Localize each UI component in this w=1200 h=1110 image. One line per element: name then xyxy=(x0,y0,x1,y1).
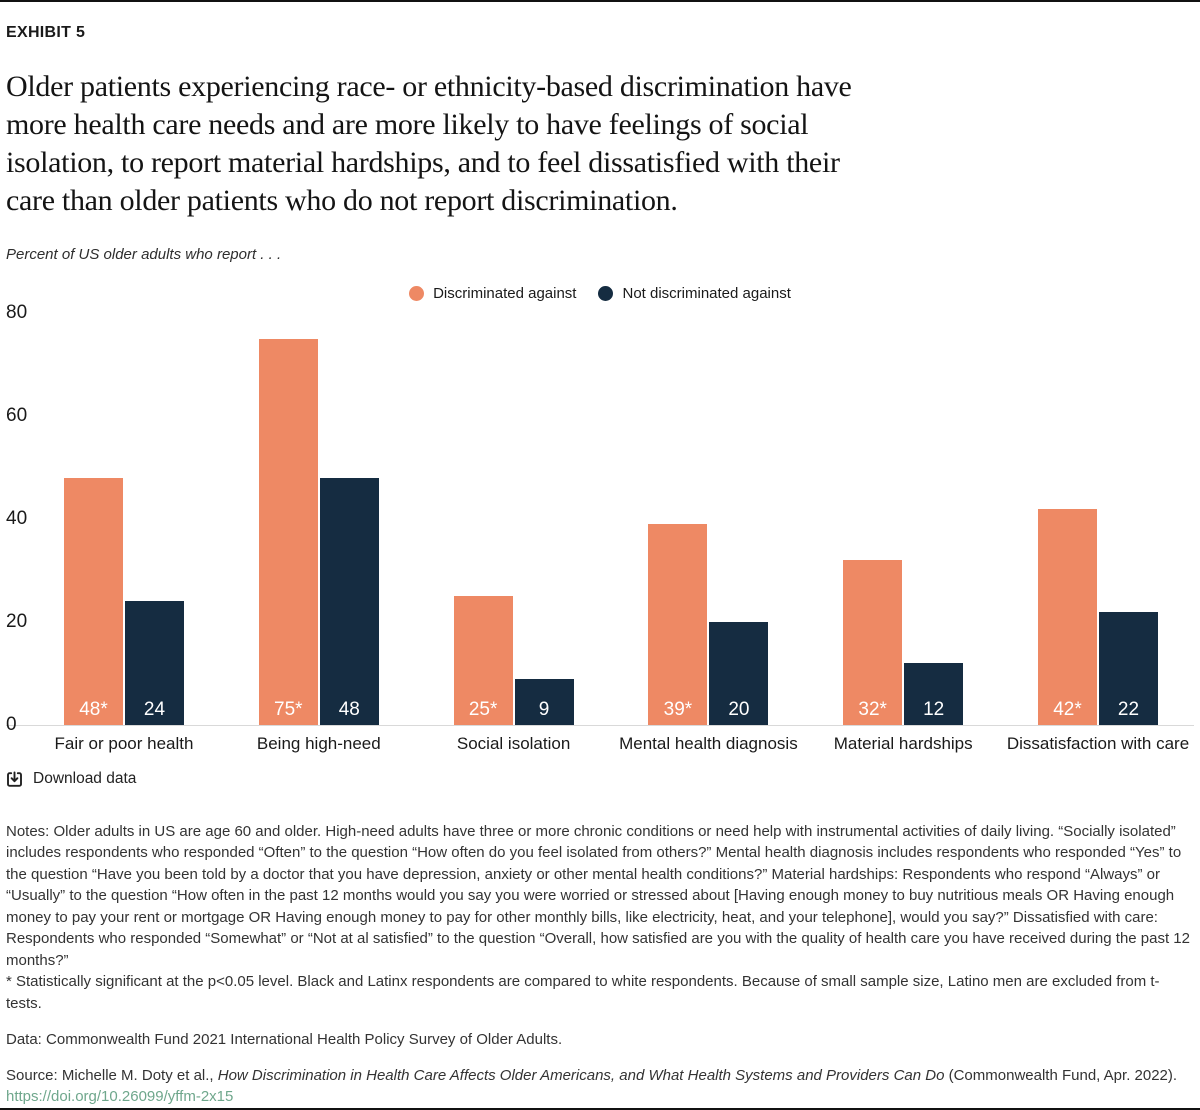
category-label: Social isolation xyxy=(456,734,571,753)
bar-discriminated: 75* xyxy=(258,338,318,725)
bar-not-discriminated: 48 xyxy=(319,477,379,725)
source-line: Source: Michelle M. Doty et al., How Dis… xyxy=(6,1065,1194,1086)
bar-value-label: 48* xyxy=(79,699,108,720)
bar-discriminated: 39* xyxy=(648,524,708,725)
legend-swatch-icon xyxy=(598,286,614,301)
legend-label: Not discriminated against xyxy=(622,285,791,302)
page-title-line: more health care needs and are more like… xyxy=(6,108,809,141)
page-title-line: care than older patients who do not repo… xyxy=(6,184,678,217)
bar-not-discriminated: 20 xyxy=(709,622,769,725)
y-axis-tick-label: 20 xyxy=(6,611,28,632)
bar-group: 25* 9 Social isolation xyxy=(453,596,574,753)
bar-groups: 48* 24 Fair or poor health 75* 48 Being high-… xyxy=(6,314,1194,753)
bar-discriminated: 48* xyxy=(64,477,123,725)
download-data-button[interactable]: Download data xyxy=(6,770,136,788)
source-prefix: Source: Michelle M. Doty et al., xyxy=(6,1067,218,1084)
chart-subtitle: Percent of US older adults who report . … xyxy=(6,246,282,263)
bar-not-discriminated: 9 xyxy=(514,678,574,725)
bar-value-label: 42* xyxy=(1053,699,1082,720)
bar-value-label: 32* xyxy=(858,699,887,720)
bar-not-discriminated: 22 xyxy=(1098,611,1158,725)
bar-group: 32* 12 Material hardships xyxy=(834,560,973,753)
bar-value-label: 39* xyxy=(663,699,693,720)
legend-item: Discriminated against xyxy=(409,285,576,302)
chart-legend: Discriminated against Not discriminated a… xyxy=(6,285,1194,302)
category-label: Fair or poor health xyxy=(54,734,194,753)
significance-note: * Statistically significant at the p<0.0… xyxy=(6,973,1160,1012)
source-publication-title: How Discrimination in Health Care Affect… xyxy=(217,1067,945,1084)
bar-value-label: 22 xyxy=(1117,699,1140,720)
y-axis-tick-label: 40 xyxy=(6,508,28,529)
y-axis-tick-label: 60 xyxy=(6,405,28,426)
bar-discriminated: 42* xyxy=(1037,508,1097,725)
exhibit-label: EXHIBIT 5 xyxy=(6,24,86,41)
y-axis-tick-label: 0 xyxy=(6,714,17,735)
notes-block: Notes: Older adults in US are age 60 and… xyxy=(6,821,1194,1015)
bar-value-label: 20 xyxy=(728,699,750,720)
legend-label: Discriminated against xyxy=(433,285,577,302)
bar-discriminated: 25* xyxy=(453,596,513,725)
category-label: Being high-need xyxy=(256,734,381,753)
legend-item: Not discriminated against xyxy=(598,285,791,302)
download-label: Download data xyxy=(33,770,137,787)
y-axis-tick-label: 80 xyxy=(6,302,28,323)
category-label: Dissatisfaction with care xyxy=(1006,734,1190,753)
bar-group: 75* 48 Being high-need xyxy=(257,338,381,753)
bar-value-label: 12 xyxy=(923,699,945,720)
bar-not-discriminated: 24 xyxy=(125,601,184,725)
download-icon xyxy=(6,770,23,788)
bar-not-discriminated: 12 xyxy=(904,663,964,725)
bar-group: 48* 24 Fair or poor health xyxy=(55,477,193,753)
bar-value-label: 24 xyxy=(143,699,166,720)
bar-group: 42* 22 Dissatisfaction with care xyxy=(1007,508,1189,753)
bar-value-label: 75* xyxy=(274,699,303,720)
data-credit-line: Data: Commonwealth Fund 2021 Internation… xyxy=(6,1031,563,1048)
category-label: Material hardships xyxy=(833,734,973,753)
notes-text: Notes: Older adults in US are age 60 and… xyxy=(6,822,1190,969)
bar-group: 39* 20 Mental health diagnosis xyxy=(619,524,798,753)
bar-discriminated: 32* xyxy=(843,560,903,725)
bar-value-label: 9 xyxy=(538,699,550,720)
page-title-line: Older patients experiencing race- or eth… xyxy=(6,70,852,103)
source-doi-link[interactable]: https://doi.org/10.26099/yffm-2x15 xyxy=(6,1088,234,1105)
page-title: Older patients experiencing race- or eth… xyxy=(6,68,1194,220)
page-title-line: isolation, to report material hardships,… xyxy=(6,146,840,179)
category-label: Mental health diagnosis xyxy=(619,734,798,753)
legend-swatch-icon xyxy=(409,286,425,301)
source-suffix: (Commonwealth Fund, Apr. 2022). xyxy=(944,1067,1178,1084)
bar-value-label: 48 xyxy=(338,699,360,720)
bar-value-label: 25* xyxy=(468,699,498,720)
bar-chart: 0 20 40 60 80 48* 24 Fair or poor health 75* 48 B… xyxy=(6,303,1194,753)
